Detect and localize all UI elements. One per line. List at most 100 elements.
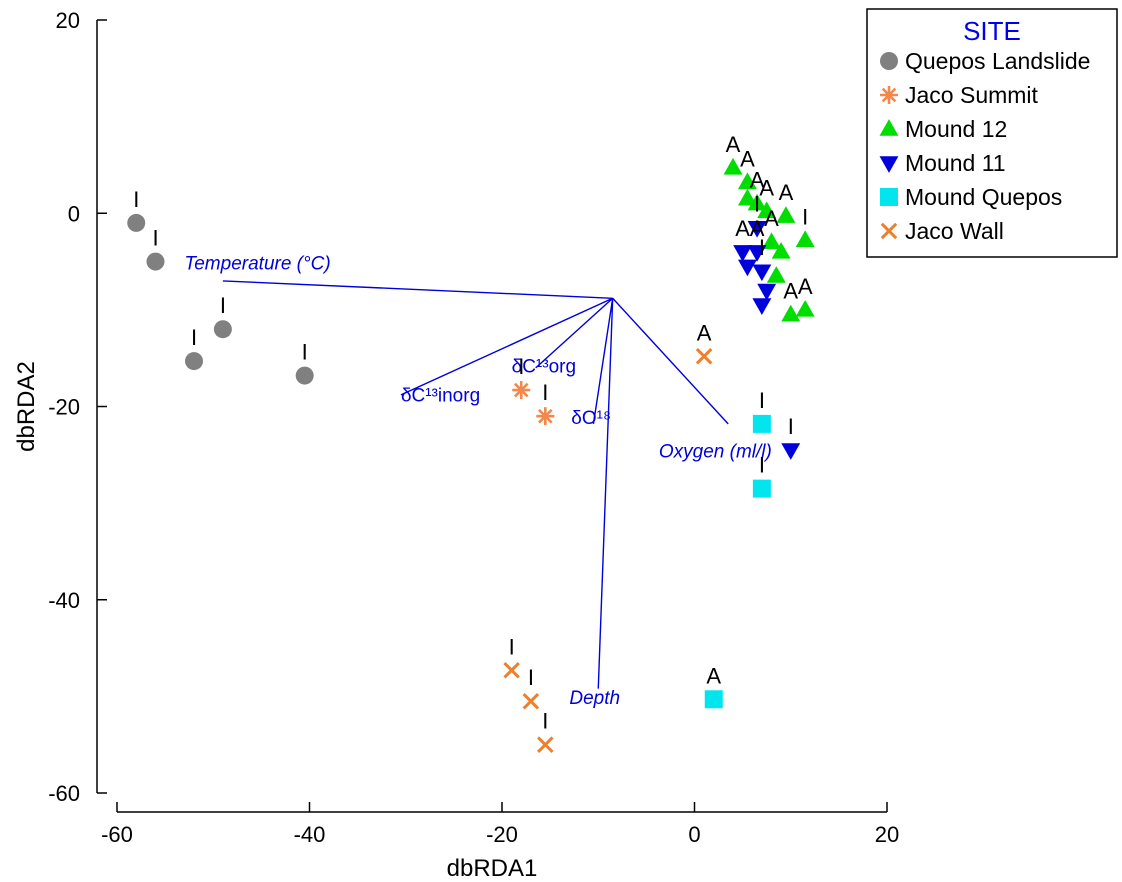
point-label: I [788, 414, 794, 439]
y-tick-label: -40 [48, 588, 80, 613]
point-label: A [779, 180, 794, 205]
vector-label: Temperature (°C) [184, 253, 330, 274]
data-point [757, 201, 777, 219]
point-label: I [518, 354, 524, 379]
data-point [766, 266, 786, 283]
data-point [771, 242, 791, 259]
legend-box [866, 8, 1118, 258]
data-point [737, 259, 757, 277]
data-points [127, 157, 815, 753]
point-label: I [509, 634, 515, 659]
legend-marker [879, 119, 899, 136]
data-point [747, 245, 767, 262]
point-label: I [754, 192, 760, 217]
data-point [723, 157, 743, 175]
y-tick-label: -20 [48, 395, 80, 420]
point-label: A [750, 216, 765, 241]
legend-entry: Mound 12 [905, 116, 1007, 142]
x-tick-label: -20 [486, 822, 518, 847]
point-label: I [802, 204, 808, 229]
y-tick-label: 0 [68, 201, 80, 226]
point-label: A [798, 274, 813, 299]
point-label: A [783, 279, 798, 304]
legend: SITE Quepos Landslide Jaco Summit Mound 12… [866, 8, 1118, 258]
data-point [762, 232, 781, 249]
data-point [537, 736, 554, 753]
point-label: A [706, 663, 721, 688]
data-point [776, 206, 796, 223]
vector-label: Depth [569, 688, 620, 709]
point-label: I [759, 453, 765, 478]
data-point [752, 264, 772, 282]
data-point [512, 381, 531, 400]
x-tick-label: 20 [875, 822, 899, 847]
data-point [146, 252, 165, 271]
data-point [185, 352, 203, 371]
vector-line [592, 298, 614, 424]
x-tick-label: 0 [688, 822, 700, 847]
data-point [757, 283, 777, 301]
vector-label: Oxygen (ml/l) [659, 442, 772, 463]
data-point [733, 245, 753, 262]
x-tick-label: -60 [101, 822, 133, 847]
legend-marker [880, 188, 898, 206]
point-label: I [542, 709, 548, 734]
legend-entry: Mound 11 [905, 150, 1006, 176]
legend-title: SITE [963, 16, 1021, 46]
data-point [503, 662, 520, 679]
legend-entry: Jaco Wall [905, 218, 1004, 244]
vector-line [612, 297, 729, 425]
data-point [522, 692, 540, 710]
data-point [752, 479, 771, 498]
data-point [737, 188, 757, 206]
environmental-vectors: Temperature (°C) δC¹³inorg δC¹³org δO¹⁸ Oxyg… [184, 253, 771, 709]
legend-marker [880, 222, 898, 240]
data-point [795, 299, 815, 317]
point-label: I [152, 226, 158, 251]
data-point [781, 304, 801, 322]
y-axis-title: dbRDA2 [13, 361, 40, 452]
data-point [752, 414, 771, 433]
point-label: I [759, 235, 765, 260]
axes: -60 -40 -20 0 20 -60 -40 -20 0 20 dbRDA1 dbRDA2 [13, 8, 899, 882]
point-label: I [528, 665, 534, 690]
legend-marker [880, 86, 898, 104]
point-label: A [750, 168, 765, 193]
point-label: A [697, 320, 712, 345]
x-tick-label: -40 [294, 822, 326, 847]
x-axis-title: dbRDA1 [447, 855, 538, 882]
vector-line [535, 297, 614, 369]
point-label: I [302, 340, 308, 365]
point-label: I [759, 388, 765, 413]
point-label: I [220, 293, 226, 318]
point-label: A [764, 206, 779, 231]
point-label: I [133, 187, 139, 212]
legend-marker [880, 52, 898, 70]
data-point [213, 320, 232, 339]
point-label: A [726, 132, 741, 157]
data-point [781, 443, 801, 460]
y-tick-label: 20 [56, 8, 80, 33]
data-point [795, 230, 815, 248]
point-label: A [740, 146, 755, 171]
vector-label: δC¹³inorg [401, 386, 480, 407]
vector-line [400, 297, 613, 396]
y-tick-label: -60 [48, 781, 80, 806]
data-point [747, 220, 767, 238]
legend-marker [879, 156, 899, 173]
data-point [127, 213, 146, 232]
point-label: A [735, 216, 750, 241]
legend-entry: Mound Quepos [905, 184, 1062, 210]
vector-line [597, 298, 614, 689]
data-point [704, 690, 723, 709]
data-point [536, 407, 555, 426]
vector-label: δO¹⁸ [571, 408, 611, 429]
legend-entry: Jaco Summit [905, 82, 1039, 108]
legend-entry: Quepos Landslide [905, 48, 1090, 74]
data-point [752, 298, 772, 315]
data-point [747, 193, 767, 211]
point-label: I [542, 380, 548, 405]
vector-label: δC¹³org [512, 357, 576, 378]
vector-line [222, 280, 613, 299]
